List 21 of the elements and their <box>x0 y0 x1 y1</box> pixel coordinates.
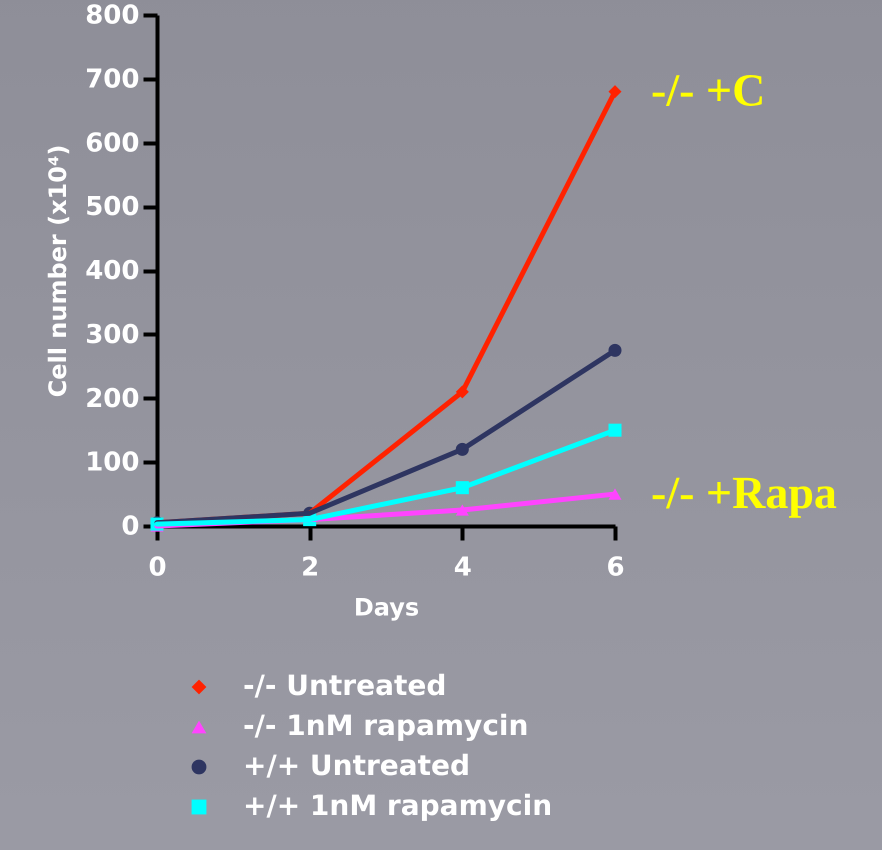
y-tick-label: 700 <box>85 64 140 94</box>
annotation: -/- +C <box>651 64 766 116</box>
y-tick-label: 300 <box>85 320 140 350</box>
legend-label: -/- Untreated <box>243 669 446 702</box>
y-tick-label: 600 <box>85 128 140 158</box>
legend-label: +/+ 1nM rapamycin <box>243 789 552 822</box>
x-tick-label: 4 <box>454 552 472 582</box>
y-tick-label: 100 <box>85 448 140 478</box>
y-tick-label: 800 <box>85 0 140 30</box>
y-tick-label: 500 <box>85 192 140 222</box>
annotation: -/- +Rapa <box>651 467 837 518</box>
y-axis-title: Cell number (x10⁴) <box>44 144 72 398</box>
legend-label: -/- 1nM rapamycin <box>243 709 528 742</box>
y-tick-label: 400 <box>85 256 140 286</box>
y-tick-label: 200 <box>85 384 140 414</box>
x-tick-label: 2 <box>301 552 320 582</box>
x-tick-label: 6 <box>606 552 625 582</box>
x-tick-label: 0 <box>148 552 167 582</box>
x-axis-title: Days <box>354 594 420 622</box>
legend-label: +/+ Untreated <box>243 749 470 782</box>
y-tick-label: 0 <box>121 512 140 542</box>
